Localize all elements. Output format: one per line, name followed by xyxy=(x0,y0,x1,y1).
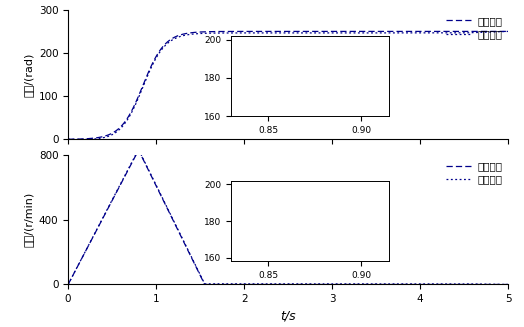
Y-axis label: 位置/(rad): 位置/(rad) xyxy=(23,52,33,97)
Legend: 实际位置, 观测位置: 实际位置, 观测位置 xyxy=(442,12,506,43)
X-axis label: t/s: t/s xyxy=(280,310,296,323)
Legend: 实际位置, 观测位置: 实际位置, 观测位置 xyxy=(442,157,506,188)
Y-axis label: 转速/(r/min): 转速/(r/min) xyxy=(23,192,33,247)
